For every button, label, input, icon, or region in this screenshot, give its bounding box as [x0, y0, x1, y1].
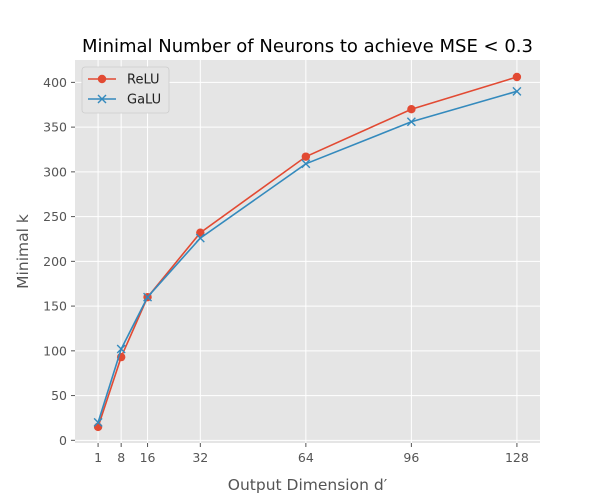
y-tick-label: 0 [59, 433, 67, 448]
y-tick-label: 150 [43, 299, 67, 314]
galu-data-point [512, 86, 522, 96]
y-tick-label: 350 [43, 120, 67, 135]
legend: ReLU GaLU [81, 66, 170, 114]
galu-data-point [143, 292, 153, 302]
galu-data-point [93, 417, 103, 427]
legend-relu-label: ReLU [127, 73, 160, 88]
relu-data-point [301, 152, 311, 161]
x-tick-label: 128 [505, 450, 529, 465]
galu-data-point [301, 159, 311, 169]
y-axis-label: Minimal k [14, 214, 32, 289]
x-tick-label: 1 [94, 450, 102, 465]
y-tick-label: 250 [43, 209, 67, 224]
x-tick-label: 16 [140, 450, 156, 465]
x-tick-label: 64 [298, 450, 314, 465]
relu-data-point [407, 105, 416, 114]
plot-area [75, 60, 540, 443]
y-tick-label: 50 [51, 388, 67, 403]
legend-relu-marker [97, 74, 107, 84]
x-tick-label: 96 [403, 450, 419, 465]
galu-data-point [116, 344, 126, 354]
x-tick-label: 32 [192, 450, 208, 465]
grid-lines [75, 60, 540, 443]
legend-galu-label: GaLU [127, 93, 161, 108]
x-tick-label: 8 [117, 450, 125, 465]
y-axis-ticks: 0 50 100 150 200 250 300 350 400 [43, 75, 75, 448]
y-tick-label: 200 [43, 254, 67, 269]
relu-data-point [93, 422, 103, 432]
legend-galu-marker [97, 94, 107, 104]
y-tick-label: 400 [43, 75, 67, 90]
y-tick-label: 100 [43, 343, 67, 358]
galu-data-point [406, 117, 416, 127]
galu-data-point [195, 233, 205, 243]
relu-data-point [196, 228, 205, 237]
x-axis-label: Output Dimension d′ [228, 476, 388, 494]
series-layer [93, 72, 522, 432]
relu-data-point [512, 72, 522, 82]
x-axis-ticks: 1 8 16 32 64 96 128 [94, 443, 529, 465]
y-tick-label: 300 [43, 164, 67, 179]
chart-title: Minimal Number of Neurons to achieve MSE… [82, 36, 533, 57]
